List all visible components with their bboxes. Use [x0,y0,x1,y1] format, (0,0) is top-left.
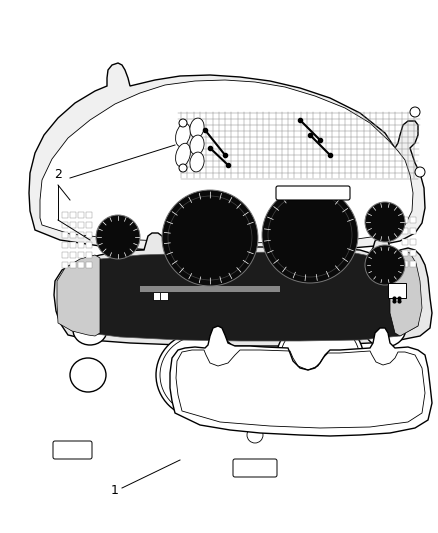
Ellipse shape [364,309,406,347]
Ellipse shape [176,123,191,147]
Bar [78,222,84,228]
Ellipse shape [70,358,106,392]
Bar [78,262,84,268]
Bar [410,217,416,223]
Polygon shape [29,63,425,252]
Circle shape [415,167,425,177]
Polygon shape [57,255,100,336]
Bar [410,261,416,267]
Polygon shape [58,252,420,341]
Bar [62,262,68,268]
Polygon shape [388,250,422,336]
Bar [410,228,416,234]
Bar [402,239,408,245]
Circle shape [410,107,420,117]
Bar [160,292,168,300]
Bar [70,242,76,248]
FancyBboxPatch shape [276,186,350,200]
Bar [402,217,408,223]
Ellipse shape [190,118,204,138]
Bar [62,222,68,228]
Polygon shape [54,233,432,346]
Bar [78,212,84,218]
Circle shape [96,215,140,259]
Bar [70,212,76,218]
Bar [140,286,280,292]
Circle shape [179,119,187,127]
FancyBboxPatch shape [53,441,92,459]
Bar [408,385,426,415]
Bar [70,262,76,268]
Bar [153,292,161,300]
Bar [410,250,416,256]
Bar [62,232,68,238]
Bar [78,252,84,258]
Bar [402,250,408,256]
Bar [70,222,76,228]
Bar [86,232,92,238]
Bar [70,232,76,238]
Ellipse shape [362,359,402,397]
Bar [86,222,92,228]
Bar [86,262,92,268]
Bar [78,242,84,248]
Circle shape [179,164,187,172]
Polygon shape [40,80,413,243]
Bar [388,283,406,298]
Circle shape [262,187,358,283]
Bar [62,212,68,218]
FancyBboxPatch shape [233,459,277,477]
Circle shape [365,202,405,242]
Bar [62,242,68,248]
Circle shape [162,190,258,286]
Bar [86,242,92,248]
Ellipse shape [73,315,107,345]
Ellipse shape [156,332,244,418]
Bar [78,232,84,238]
Polygon shape [170,326,432,436]
Bar [86,212,92,218]
Bar [62,252,68,258]
Bar [86,252,92,258]
Ellipse shape [190,135,204,155]
Ellipse shape [190,152,204,172]
Bar [410,239,416,245]
Bar [70,252,76,258]
Ellipse shape [176,143,191,167]
Circle shape [365,245,405,285]
Text: 1: 1 [111,483,119,497]
Bar [402,261,408,267]
Ellipse shape [276,317,364,403]
Text: 2: 2 [54,168,62,182]
Circle shape [247,427,263,443]
Bar [402,228,408,234]
